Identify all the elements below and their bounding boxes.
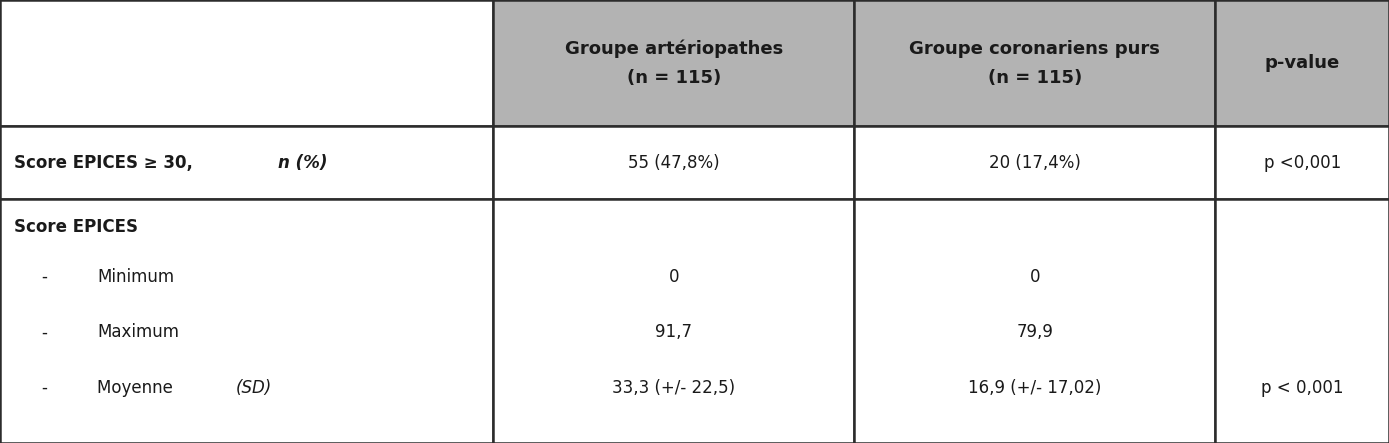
Bar — [0, 126, 493, 199]
Text: Groupe coronariens purs
(n = 115): Groupe coronariens purs (n = 115) — [910, 39, 1160, 87]
Bar — [854, 126, 1215, 199]
Text: Moyenne: Moyenne — [97, 379, 178, 396]
Bar — [1215, 199, 1389, 443]
Text: p-value: p-value — [1264, 54, 1340, 72]
Text: -: - — [42, 379, 47, 396]
Text: 0: 0 — [668, 268, 679, 286]
Text: 20 (17,4%): 20 (17,4%) — [989, 154, 1081, 172]
Bar — [1215, 126, 1389, 199]
Text: p <0,001: p <0,001 — [1264, 154, 1340, 172]
Text: -: - — [42, 268, 47, 286]
Text: 91,7: 91,7 — [656, 323, 692, 341]
Bar — [0, 0, 493, 126]
Bar — [1215, 0, 1389, 126]
Text: -: - — [42, 323, 47, 341]
Bar — [0, 199, 493, 443]
Text: p < 0,001: p < 0,001 — [1261, 379, 1343, 396]
Text: 16,9 (+/- 17,02): 16,9 (+/- 17,02) — [968, 379, 1101, 396]
Text: Groupe artériopathes
(n = 115): Groupe artériopathes (n = 115) — [564, 39, 783, 87]
Text: Score EPICES ≥ 30,: Score EPICES ≥ 30, — [14, 154, 199, 172]
Text: Score EPICES: Score EPICES — [14, 218, 138, 236]
Bar — [493, 126, 854, 199]
Text: Minimum: Minimum — [97, 268, 175, 286]
Text: 33,3 (+/- 22,5): 33,3 (+/- 22,5) — [613, 379, 735, 396]
Text: 55 (47,8%): 55 (47,8%) — [628, 154, 720, 172]
Text: Maximum: Maximum — [97, 323, 179, 341]
Bar — [854, 199, 1215, 443]
Text: 0: 0 — [1029, 268, 1040, 286]
Bar — [493, 0, 854, 126]
Bar — [493, 199, 854, 443]
Text: 79,9: 79,9 — [1017, 323, 1053, 341]
Text: n (%): n (%) — [278, 154, 328, 172]
Text: (SD): (SD) — [236, 379, 272, 396]
Bar — [854, 0, 1215, 126]
